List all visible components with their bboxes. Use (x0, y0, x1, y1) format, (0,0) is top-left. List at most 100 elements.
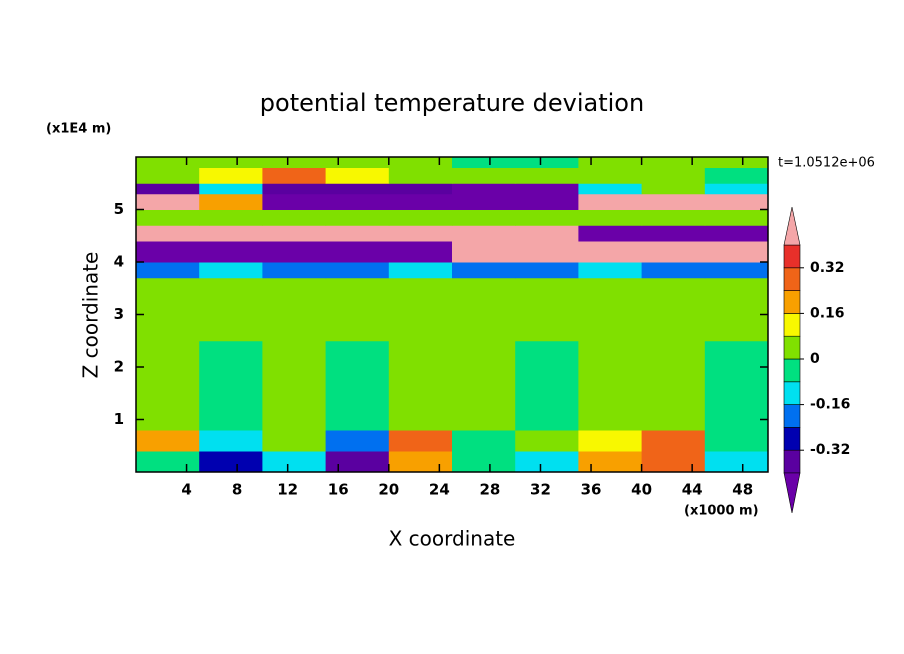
field-cell (704, 193, 769, 210)
field-cell (262, 157, 327, 168)
field-cell (388, 209, 453, 226)
field-cell (136, 183, 200, 195)
field-cell (452, 241, 516, 263)
field-cell (199, 209, 263, 226)
field-cell (452, 167, 516, 184)
field-cell (641, 157, 706, 168)
field-cell (388, 262, 453, 279)
field-cell (136, 262, 200, 279)
field-cell (515, 167, 579, 184)
y-tick-label: 3 (114, 305, 124, 323)
colorbar-tick-label: 0.16 (810, 305, 845, 321)
field-cell (515, 183, 579, 195)
x-tick-label: 24 (429, 481, 450, 499)
field-cell (452, 262, 516, 279)
field-cell (704, 430, 769, 452)
field-cell (136, 193, 200, 210)
x-axis-label: X coordinate (389, 527, 516, 551)
field-cell (641, 183, 706, 195)
field-cell (136, 277, 200, 342)
field-cell (641, 262, 706, 279)
field-cell (704, 241, 769, 263)
field-cell (199, 225, 263, 242)
colorbar-band (783, 267, 801, 291)
field-cell (704, 183, 769, 195)
field-cell (199, 167, 263, 184)
field-cell (578, 157, 643, 168)
colorbar-band (783, 427, 801, 451)
field-cell (452, 193, 516, 210)
x-tick-label: 4 (181, 481, 191, 499)
colorbar-band (783, 404, 801, 428)
x-tick-label: 40 (631, 481, 652, 499)
field-cell (388, 241, 453, 263)
field-cell (199, 340, 263, 431)
colorbar-tick-label: -0.16 (810, 397, 850, 413)
x-tick-label: 20 (378, 481, 399, 499)
field-cell (262, 225, 327, 242)
field-cell (641, 193, 706, 210)
field-cell (388, 340, 453, 431)
colorbar-extend-bottom (783, 472, 801, 514)
field-cell (136, 225, 200, 242)
field-cell (388, 157, 453, 168)
field-cell (136, 157, 200, 168)
field-cell (262, 167, 327, 184)
field-cell (325, 241, 390, 263)
field-cell (515, 340, 579, 431)
field-cell (578, 225, 643, 242)
field-cell (136, 340, 200, 431)
colorbar-band (783, 290, 801, 314)
field-cell (388, 193, 453, 210)
field-cell (704, 209, 769, 226)
field-cell (704, 451, 769, 473)
field-cell (136, 167, 200, 184)
colorbar-band (783, 244, 801, 269)
field-cell (325, 262, 390, 279)
field-cell (388, 451, 453, 473)
y-axis-label: Z coordinate (79, 252, 103, 379)
field-cell (452, 430, 516, 452)
field-cell (325, 340, 390, 431)
field-cell (578, 193, 643, 210)
colorbar-band (783, 358, 801, 383)
x-unit: (x1000 m) (684, 504, 759, 519)
field-cell (199, 183, 263, 195)
field-cell (515, 225, 579, 242)
field-cell (578, 183, 643, 195)
field-cell (325, 193, 390, 210)
field-cell (452, 225, 516, 242)
field-cell (262, 451, 327, 473)
field-cell (452, 183, 516, 195)
field-cell (704, 262, 769, 279)
field-cell (704, 340, 769, 431)
field-cell (262, 277, 327, 342)
field-cell (199, 430, 263, 452)
field-cell (515, 262, 579, 279)
field-cell (136, 430, 200, 452)
field-cell (325, 451, 390, 473)
field-cell (641, 241, 706, 263)
field-cell (325, 225, 390, 242)
field-cell (136, 451, 200, 473)
field-cell (325, 430, 390, 452)
x-tick-label: 16 (328, 481, 349, 499)
field-cell (704, 157, 769, 168)
field-cell (262, 209, 327, 226)
field-cell (388, 183, 453, 195)
x-tick-label: 28 (479, 481, 500, 499)
field-cell (388, 167, 453, 184)
field-cell (704, 225, 769, 242)
field-cell (452, 209, 516, 226)
field-cell (136, 241, 200, 263)
field-cell (578, 167, 643, 184)
chart-title: potential temperature deviation (260, 89, 644, 117)
field-cell (515, 157, 579, 168)
colorbar-band (783, 449, 801, 474)
field-cell (641, 167, 706, 184)
field-cell (452, 157, 516, 168)
field-cell (325, 167, 390, 184)
x-tick-label: 44 (682, 481, 703, 499)
colorbar-extend-top (783, 206, 801, 246)
